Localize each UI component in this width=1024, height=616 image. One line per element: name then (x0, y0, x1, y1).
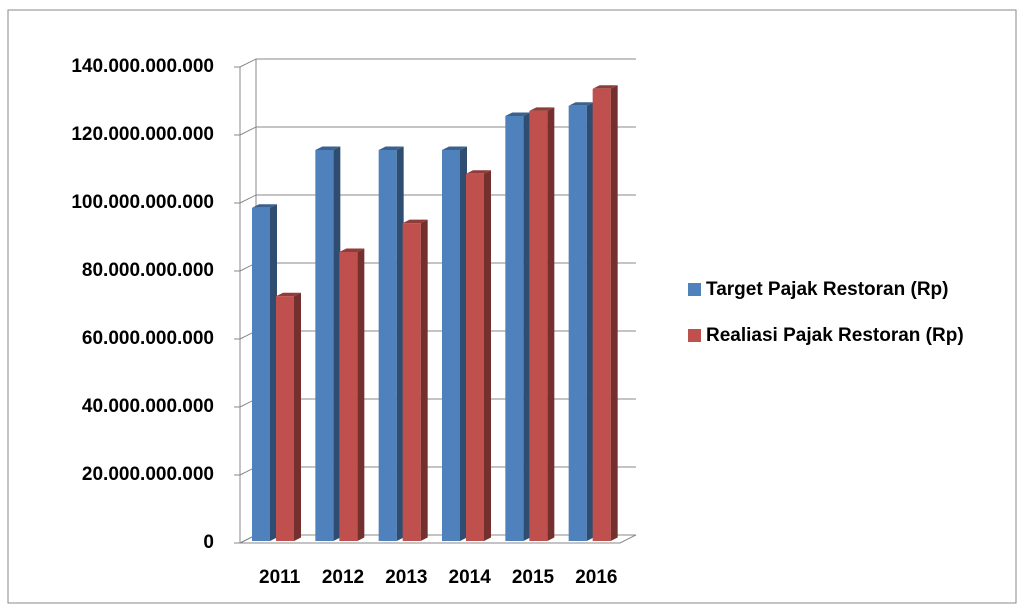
x-tick-label: 2015 (512, 567, 555, 588)
y-tick-label: 0 (203, 532, 214, 553)
bar (378, 150, 397, 541)
bar-top (568, 102, 594, 106)
x-tick-label: 2016 (575, 567, 617, 588)
y-tick-label: 120.000.000.000 (71, 124, 214, 145)
bar-side (294, 292, 301, 541)
y-tick-label: 80.000.000.000 (82, 260, 214, 281)
bar-top (378, 146, 404, 150)
bar-side (333, 146, 341, 541)
bar (339, 252, 358, 541)
bar-top (252, 204, 277, 208)
bar-top (402, 219, 428, 224)
bar-side (460, 146, 467, 541)
grid-diag (239, 126, 257, 136)
legend-swatch (688, 329, 701, 342)
bar (276, 296, 294, 541)
bar-side (484, 170, 491, 542)
y-tick-label: 20.000.000.000 (82, 464, 214, 485)
y-tick-label: 100.000.000.000 (71, 192, 214, 213)
bar-top (466, 170, 491, 174)
bar-top (505, 112, 531, 116)
x-tick-label: 2013 (385, 567, 427, 588)
bar (402, 223, 421, 541)
y-tick-label: 140.000.000.000 (71, 56, 214, 77)
bar-top (442, 146, 467, 150)
grid-diag (239, 58, 257, 68)
x-tick-label: 2014 (449, 567, 492, 588)
bar-top (339, 248, 365, 252)
y-tick-label: 40.000.000.000 (82, 396, 214, 417)
bar (252, 207, 270, 542)
bar-top (276, 292, 301, 297)
bar-side (610, 85, 618, 542)
bar-side (420, 219, 428, 541)
bar-top (529, 107, 555, 111)
bar (466, 173, 484, 542)
legend-label: Target Pajak Restoran (Rp) (706, 279, 948, 300)
grid-diag (239, 194, 257, 204)
bar (315, 150, 334, 541)
bar-side (547, 107, 555, 542)
bar-top (592, 85, 618, 89)
x-tick-label: 2011 (259, 567, 301, 588)
bar (568, 105, 587, 542)
bar-side (523, 112, 531, 541)
legend-label: Realiasi Pajak Restoran (Rp) (706, 325, 964, 346)
bar (442, 150, 460, 541)
bar-top (315, 146, 341, 150)
bar (529, 110, 548, 542)
bar (592, 88, 611, 542)
legend-swatch (688, 283, 701, 296)
bar-side (586, 102, 594, 542)
bar-side (270, 204, 277, 542)
bar (505, 116, 524, 541)
x-tick-label: 2012 (322, 567, 364, 588)
y-tick-label: 60.000.000.000 (82, 328, 214, 349)
bar-side (396, 146, 404, 541)
bar-side (357, 248, 365, 541)
